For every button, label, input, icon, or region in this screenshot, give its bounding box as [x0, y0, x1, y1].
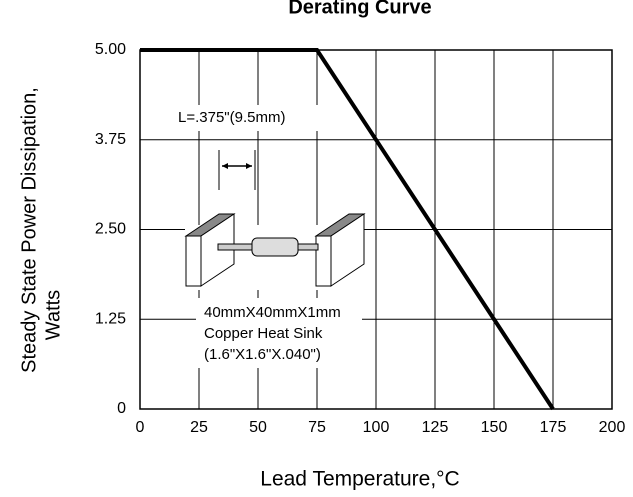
y-tick-label: 2.50	[95, 221, 126, 238]
x-tick-label: 125	[422, 419, 449, 436]
label-bg	[170, 105, 320, 131]
x-tick-label: 50	[249, 419, 267, 436]
annotation: Copper Heat Sink	[204, 325, 323, 342]
annotation: (1.6"X1.6"X.040")	[204, 346, 321, 363]
y-axis-label-line: Steady State Power Dissipation,	[18, 87, 40, 373]
x-tick-label: 100	[363, 419, 390, 436]
y-tick-label: 5.00	[95, 41, 126, 58]
y-tick-label: 3.75	[95, 131, 126, 148]
y-tick-label: 0	[117, 400, 126, 417]
x-tick-label: 200	[599, 419, 626, 436]
arrowheads	[222, 163, 252, 169]
x-tick-label: 0	[136, 419, 145, 436]
y-axis-label: Steady State Power Dissipation, Watts	[18, 87, 64, 373]
y-tick-label: 1.25	[95, 310, 126, 327]
grid	[139, 49, 613, 410]
x-axis-label: Lead Temperature,°C	[260, 468, 459, 491]
annotations: L=.375"(9.5mm) 40mmX40mmX1mm Copper Heat…	[170, 105, 366, 368]
annotation: L=.375"(9.5mm)	[178, 109, 285, 126]
x-tick-label: 25	[190, 419, 208, 436]
plot-frame	[139, 49, 613, 410]
x-tick-label: 75	[308, 419, 326, 436]
x-tick-label: 175	[540, 419, 567, 436]
annotation: 40mmX40mmX1mm	[204, 304, 341, 321]
diode	[251, 237, 299, 257]
y-axis-label-line: Watts	[42, 290, 64, 340]
chart-title: Derating Curve	[288, 0, 431, 18]
heat-sink	[185, 235, 202, 287]
data-line	[140, 48, 555, 411]
label-bg	[196, 298, 362, 368]
heat-sink-side	[330, 213, 365, 287]
x-tick-label: 150	[481, 419, 508, 436]
